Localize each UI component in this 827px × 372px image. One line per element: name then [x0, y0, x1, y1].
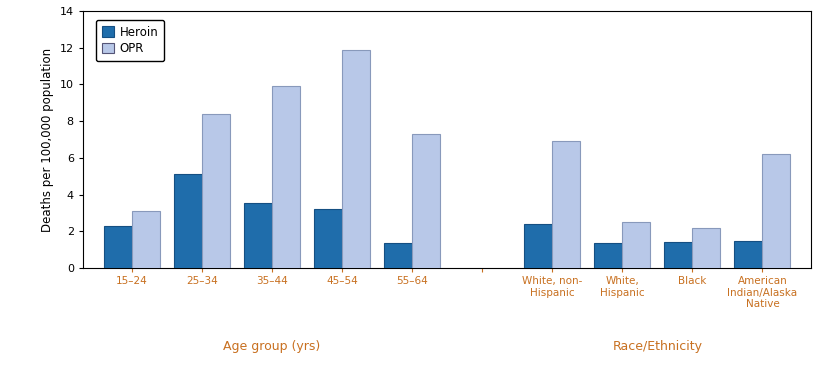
Bar [131, 211, 160, 268]
Bar [523, 224, 552, 268]
Bar [762, 154, 790, 268]
Bar [663, 242, 691, 268]
Bar [342, 50, 370, 268]
Text: Age group (yrs): Age group (yrs) [223, 340, 320, 353]
Bar [594, 243, 622, 268]
Y-axis label: Deaths per 100,000 population: Deaths per 100,000 population [41, 48, 54, 231]
Bar [622, 222, 649, 268]
Bar [103, 226, 131, 268]
Bar [202, 114, 230, 268]
Bar [384, 243, 412, 268]
Bar [313, 209, 342, 268]
Bar [412, 134, 440, 268]
Bar [552, 141, 580, 268]
Bar [271, 86, 299, 268]
Legend: Heroin, OPR: Heroin, OPR [96, 20, 164, 61]
Bar [174, 174, 202, 268]
Bar [691, 228, 719, 268]
Bar [244, 203, 271, 268]
Bar [734, 241, 762, 268]
Text: Race/Ethnicity: Race/Ethnicity [611, 340, 701, 353]
